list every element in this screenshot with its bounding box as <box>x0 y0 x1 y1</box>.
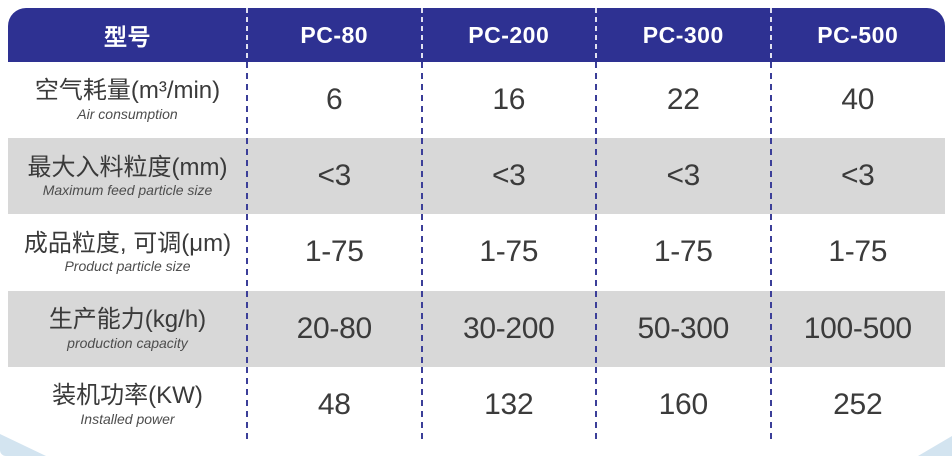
row-label-en: Maximum feed particle size <box>42 182 213 199</box>
header-cell-pc-500: PC-500 <box>769 8 946 62</box>
table-row-production-capacity: 生产能力(kg/h) production capacity 20-80 30-… <box>8 290 946 368</box>
table-header-row: 型号 PC-80 PC-200 PC-300 PC-500 <box>8 8 945 62</box>
value-cell: 100-500 <box>769 290 946 368</box>
row-label-zh: 装机功率(KW) <box>52 382 203 410</box>
row-label-cell: 最大入料粒度(mm) Maximum feed particle size <box>8 138 247 214</box>
table-row-max-feed-size: 最大入料粒度(mm) Maximum feed particle size <3… <box>8 138 946 215</box>
value: 40 <box>841 83 875 117</box>
table-row-air-consumption: 空气耗量(m³/min) Air consumption 6 16 22 40 <box>8 62 946 139</box>
value: 1-75 <box>653 235 713 269</box>
column-label: PC-80 <box>300 21 369 48</box>
row-label-en: Air consumption <box>77 105 178 122</box>
row-label-cell: 成品粒度, 可调(μm) Product particle size <box>8 214 247 290</box>
value-cell: 1-75 <box>769 214 946 291</box>
value: 22 <box>666 83 700 117</box>
value-cell: 1-75 <box>595 214 771 291</box>
value-cell: 22 <box>595 62 771 139</box>
row-label-cell: 生产能力(kg/h) production capacity <box>8 291 247 367</box>
value: 100-500 <box>803 311 912 345</box>
row-label-en: production capacity <box>67 334 188 351</box>
row-label-cell: 空气耗量(m³/min) Air consumption <box>8 62 247 138</box>
value-cell: 252 <box>769 366 946 444</box>
value: 48 <box>317 387 351 421</box>
table-row-installed-power: 装机功率(KW) Installed power 48 132 160 252 <box>8 366 946 444</box>
value: 30-200 <box>462 311 555 345</box>
spec-table: 型号 PC-80 PC-200 PC-300 PC-500 空气耗量(m³/mi… <box>8 8 946 444</box>
value: 252 <box>833 387 883 421</box>
column-label: PC-500 <box>817 21 899 48</box>
value-cell: 1-75 <box>420 214 597 291</box>
header-cell-pc-80: PC-80 <box>246 8 422 62</box>
row-label-zh: 最大入料粒度(mm) <box>27 153 228 181</box>
value: 16 <box>492 83 526 117</box>
value-cell: 16 <box>420 62 597 139</box>
value: 1-75 <box>304 235 364 269</box>
value: 50-300 <box>637 311 730 345</box>
value-cell: 132 <box>420 366 597 444</box>
model-column-label: 型号 <box>104 24 151 50</box>
value-cell: <3 <box>420 138 597 215</box>
value-cell: 30-200 <box>420 290 597 368</box>
header-cell-model: 型号 <box>8 8 247 62</box>
value: 132 <box>484 387 534 421</box>
row-label-zh: 空气耗量(m³/min) <box>34 77 221 105</box>
header-cell-pc-300: PC-300 <box>595 8 771 62</box>
value-cell: 48 <box>246 366 422 444</box>
value-cell: 6 <box>246 62 422 139</box>
row-label-zh: 生产能力(kg/h) <box>48 306 207 333</box>
value: <3 <box>666 159 701 193</box>
value-cell: 1-75 <box>246 214 422 291</box>
value: 1-75 <box>828 235 888 269</box>
value-cell: 160 <box>595 366 771 444</box>
header-cell-pc-200: PC-200 <box>420 8 597 62</box>
value-cell: <3 <box>595 138 771 215</box>
table-row-product-particle-size: 成品粒度, 可调(μm) Product particle size 1-75 … <box>8 214 946 291</box>
value: <3 <box>317 159 352 193</box>
column-label: PC-200 <box>468 21 550 48</box>
row-label-en: Product particle size <box>64 258 191 275</box>
value-cell: <3 <box>769 138 946 215</box>
value-cell: 50-300 <box>595 290 771 368</box>
value: 20-80 <box>296 311 373 345</box>
value: <3 <box>491 159 526 193</box>
row-label-zh: 成品粒度, 可调(μm) <box>23 229 232 257</box>
value-cell: 40 <box>769 62 946 139</box>
column-label: PC-300 <box>642 21 724 48</box>
row-label-cell: 装机功率(KW) Installed power <box>8 367 247 443</box>
row-label-en: Installed power <box>80 410 175 427</box>
value-cell: 20-80 <box>246 290 422 368</box>
value: 6 <box>326 83 343 117</box>
value-cell: <3 <box>246 138 422 215</box>
value: 160 <box>658 387 708 421</box>
value: <3 <box>840 159 875 193</box>
value: 1-75 <box>479 235 539 269</box>
